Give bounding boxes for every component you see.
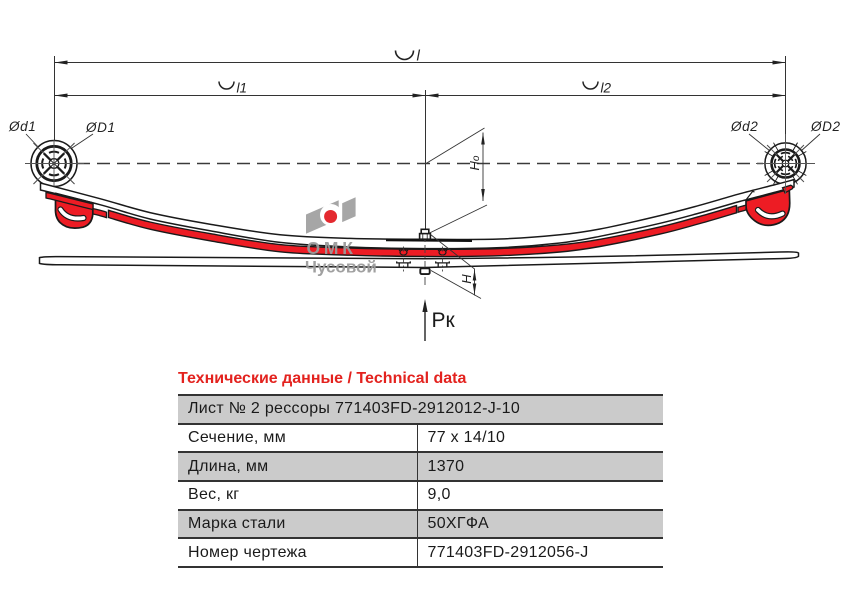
svg-text:Чусовой: Чусовой [305,258,377,277]
svg-text:l2: l2 [601,81,612,96]
svg-text:l1: l1 [237,81,248,96]
svg-text:l: l [417,48,421,65]
svg-text:Ød1: Ød1 [8,119,36,134]
svg-text:Рк: Рк [432,309,456,332]
svg-text:ОМК: ОМК [307,238,357,258]
svg-text:Hо: Hо [467,155,482,170]
svg-text:ØD1: ØD1 [85,120,116,135]
svg-text:ØD2: ØD2 [810,119,841,134]
svg-text:Ød2: Ød2 [730,119,758,134]
svg-text:H: H [459,274,474,284]
